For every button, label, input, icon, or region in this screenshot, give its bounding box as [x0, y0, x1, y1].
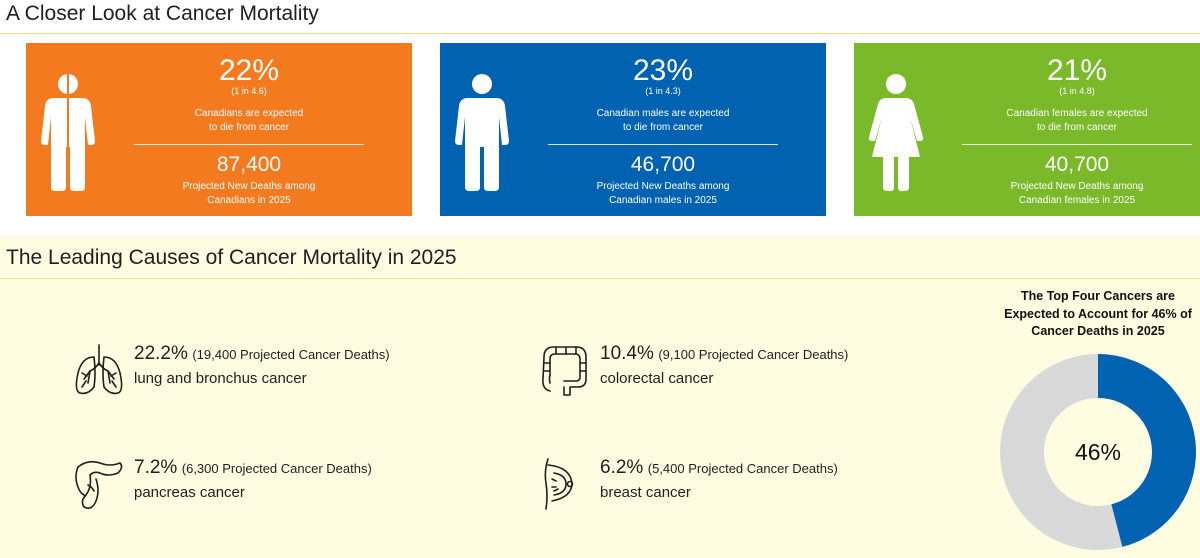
desc-line: Canadian females are expected: [1006, 108, 1148, 119]
cause-name: breast cancer: [600, 484, 691, 501]
donut-title-line: Cancer Deaths in 2025: [1031, 324, 1165, 338]
cause-deaths: (5,400 Projected Cancer Deaths): [647, 461, 838, 476]
deaths-description: Projected New Deaths among Canadians in …: [134, 180, 364, 208]
cause-item-breast: 6.2% (5,400 Projected Cancer Deaths) bre…: [540, 457, 940, 517]
deaths-value: 46,700: [630, 153, 696, 176]
cause-stat-line: 7.2% (6,300 Projected Cancer Deaths): [134, 457, 372, 479]
donut-center-label: 46%: [1075, 439, 1121, 465]
male-icon: [455, 74, 509, 191]
desc-line: Canadian males in 2025: [609, 195, 717, 206]
percent-value: 22%: [218, 54, 280, 87]
deaths-value: 40,700: [1044, 153, 1110, 176]
title-divider: [0, 278, 1200, 279]
cause-percent: 22.2%: [134, 343, 188, 364]
cause-deaths: (19,400 Projected Cancer Deaths): [192, 347, 390, 362]
ratio-text: (1 in 4.3): [645, 86, 681, 96]
description: Canadian males are expected to die from …: [548, 107, 778, 135]
lungs-icon: [75, 344, 123, 395]
cause-stat-line: 6.2% (5,400 Projected Cancer Deaths): [600, 457, 838, 479]
desc-line: Projected New Deaths among: [182, 181, 316, 192]
colon-icon: [542, 346, 587, 396]
deaths-value: 87,400: [216, 153, 282, 176]
desc-line: Canadians are expected: [194, 108, 304, 119]
donut-title-line: Expected to Account for 46% of: [1004, 306, 1192, 321]
cause-percent: 6.2%: [600, 457, 644, 478]
donut-hole: [1044, 398, 1152, 506]
section-title-leading-causes: The Leading Causes of Cancer Mortality i…: [6, 246, 457, 269]
donut-title: The Top Four Cancers are Expected to Acc…: [996, 288, 1200, 341]
desc-line: Projected New Deaths among: [1010, 181, 1144, 192]
description: Canadians are expected to die from cance…: [134, 107, 364, 135]
desc-line: to die from cancer: [1036, 122, 1118, 133]
title-divider: [0, 33, 1200, 34]
leading-causes-panel: [0, 236, 1200, 558]
percent-value: 23%: [632, 54, 694, 87]
desc-line: Canadians in 2025: [207, 195, 291, 206]
cause-item-lung: 22.2% (19,400 Projected Cancer Deaths) l…: [74, 343, 474, 403]
cause-deaths: (9,100 Projected Cancer Deaths): [658, 347, 849, 362]
card-divider: [962, 144, 1192, 145]
stat-card-males: 23% (1 in 4.3) Canadian males are expect…: [440, 43, 826, 216]
cause-name: pancreas cancer: [134, 484, 245, 501]
card-divider: [134, 144, 364, 145]
cause-item-colorectal: 10.4% (9,100 Projected Cancer Deaths) co…: [540, 343, 940, 403]
breast-icon: [544, 458, 574, 510]
female-icon: [868, 74, 924, 191]
card-divider: [548, 144, 778, 145]
desc-line: Canadian males are expected: [596, 108, 730, 119]
desc-line: to die from cancer: [622, 122, 704, 133]
deaths-description: Projected New Deaths among Canadian fema…: [962, 180, 1192, 208]
cause-name: lung and bronchus cancer: [134, 370, 307, 387]
cause-deaths: (6,300 Projected Cancer Deaths): [181, 461, 372, 476]
description: Canadian females are expected to die fro…: [962, 107, 1192, 135]
donut-chart: 46%: [1000, 354, 1196, 550]
ratio-text: (1 in 4.6): [231, 86, 267, 96]
cause-name: colorectal cancer: [600, 370, 714, 387]
cause-percent: 7.2%: [134, 457, 178, 478]
section-title-mortality: A Closer Look at Cancer Mortality: [6, 2, 319, 25]
cause-item-pancreas: 7.2% (6,300 Projected Cancer Deaths) pan…: [74, 457, 474, 517]
deaths-description: Projected New Deaths among Canadian male…: [548, 180, 778, 208]
desc-line: Canadian females in 2025: [1018, 195, 1136, 206]
stat-card-canadians: 22% (1 in 4.6) Canadians are expected to…: [26, 43, 412, 216]
desc-line: to die from cancer: [208, 122, 290, 133]
stat-card-females: 21% (1 in 4.8) Canadian females are expe…: [854, 43, 1200, 216]
desc-line: Projected New Deaths among: [596, 181, 730, 192]
percent-value: 21%: [1046, 54, 1108, 87]
pancreas-icon: [75, 460, 123, 509]
ratio-text: (1 in 4.8): [1059, 86, 1095, 96]
cause-percent: 10.4%: [600, 343, 654, 364]
person-half-icon: [41, 73, 95, 191]
cause-stat-line: 10.4% (9,100 Projected Cancer Deaths): [600, 343, 848, 365]
donut-title-line: The Top Four Cancers are: [1021, 289, 1175, 303]
cause-stat-line: 22.2% (19,400 Projected Cancer Deaths): [134, 343, 390, 365]
